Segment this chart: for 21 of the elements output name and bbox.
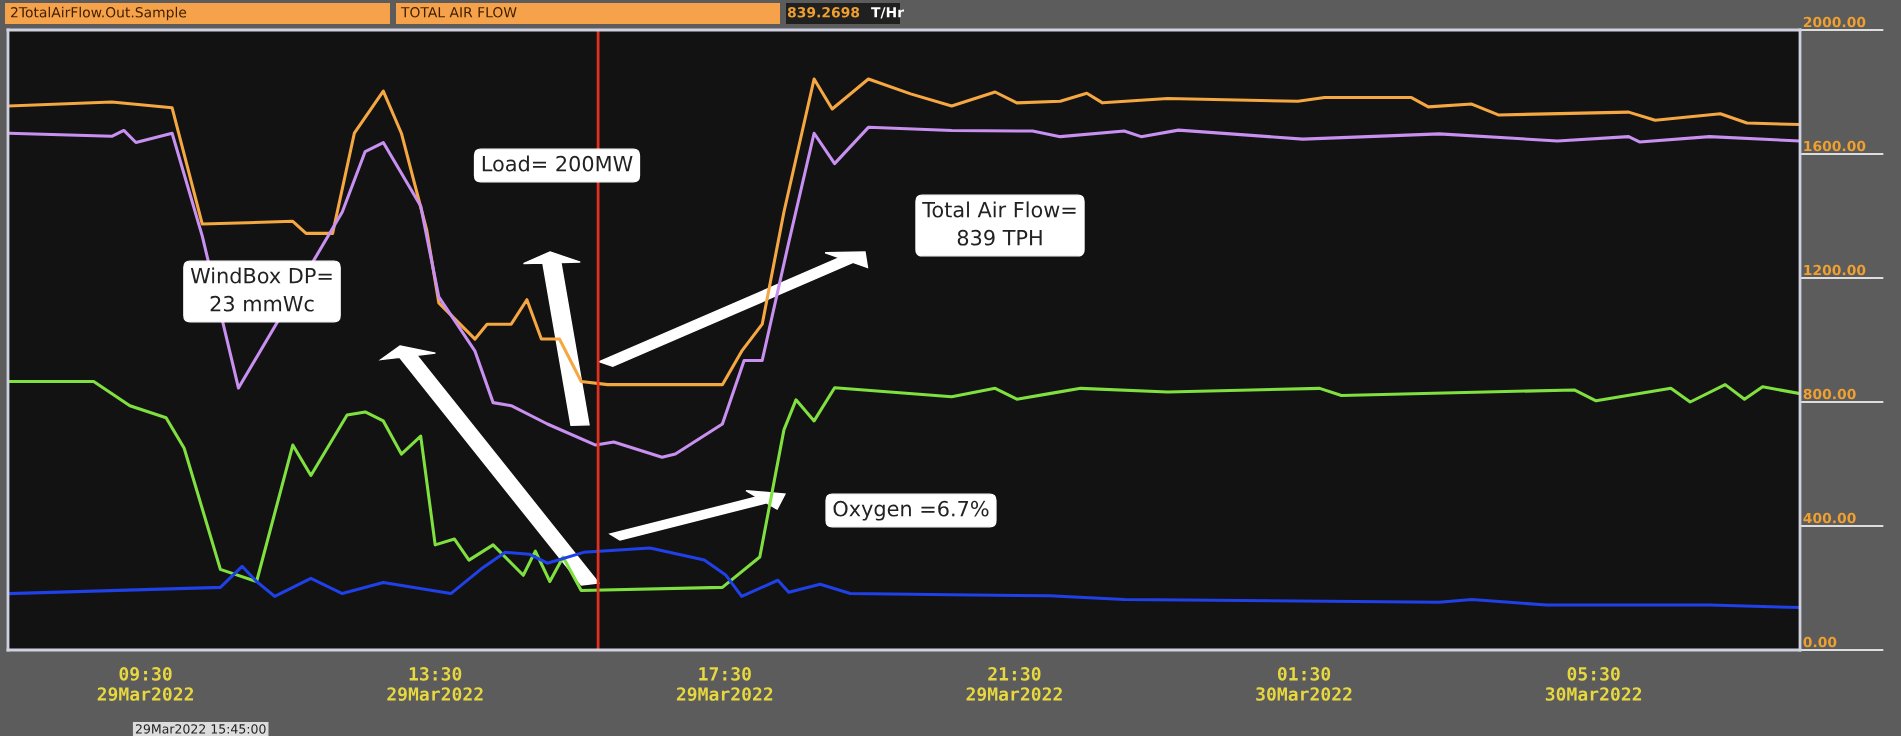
text: 29Mar2022 15:45:00: [135, 724, 266, 734]
x-tick-label: 17:30 29Mar2022: [676, 666, 773, 701]
text: 2TotalAirFlow.Out.Sample: [11, 6, 187, 21]
x-tick-label: 05:30 30Mar2022: [1545, 666, 1642, 701]
text: 839.2698: [787, 7, 860, 18]
annotation: Oxygen =6.7%: [833, 500, 989, 521]
annotation: Load= 200MW: [482, 155, 633, 172]
x-tick-label: 21:30 29Mar2022: [966, 666, 1062, 701]
x-tick-label: 01:30 30Mar2022: [1256, 666, 1352, 701]
y-tick-label: 2000.00: [1803, 16, 1866, 28]
annotation: WindBox DP= 23 mmWc: [190, 267, 332, 312]
y-tick-label: 400.00: [1803, 512, 1856, 524]
text: TOTAL AIR FLOW: [400, 7, 517, 18]
y-tick-label: 0.00: [1803, 636, 1837, 648]
text: T/Hr: [871, 7, 904, 19]
y-tick-label: 1600.00: [1804, 140, 1866, 152]
x-tick-label: 09:30 29Mar2022: [97, 666, 193, 701]
y-tick-label: 800.00: [1803, 388, 1856, 400]
y-tick-label: 1200.00: [1804, 264, 1866, 276]
x-tick-label: 13:30 29Mar2022: [387, 666, 483, 701]
annotation: Total Air Flow= 839 TPH: [922, 201, 1076, 246]
